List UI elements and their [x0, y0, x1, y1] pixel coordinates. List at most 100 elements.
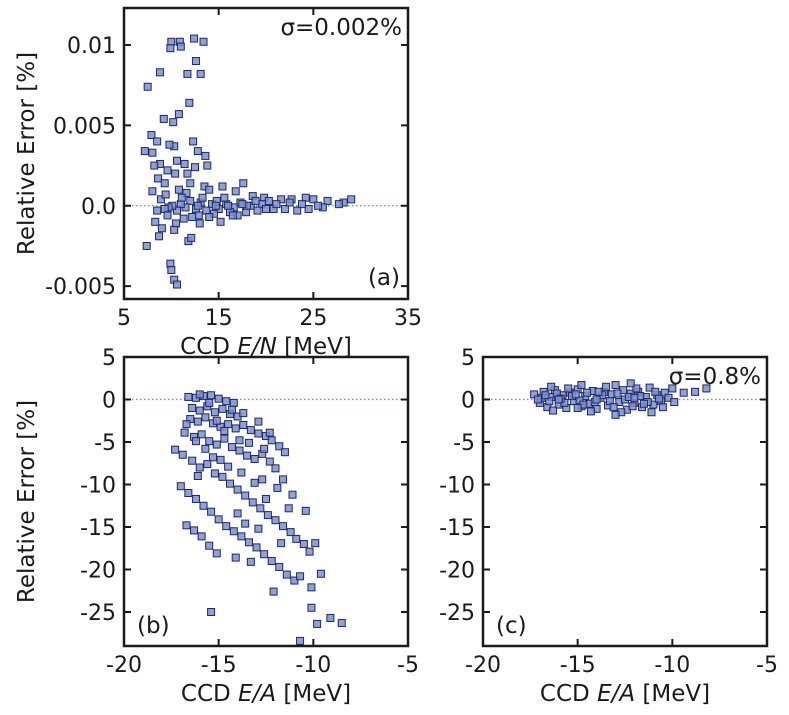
data-point — [169, 118, 178, 127]
data-point — [210, 469, 219, 478]
data-point — [189, 137, 198, 146]
data-point — [251, 196, 260, 205]
data-point — [296, 636, 305, 645]
data-point — [651, 387, 660, 396]
data-point — [307, 583, 316, 592]
data-point — [664, 393, 673, 402]
data-point — [180, 159, 189, 168]
data-point — [207, 391, 216, 400]
x-tick-label: 25 — [299, 306, 327, 331]
data-point — [275, 562, 284, 571]
data-point — [248, 498, 257, 507]
data-point — [193, 417, 202, 426]
y-tick-label: -5 — [94, 431, 116, 456]
data-point — [626, 379, 635, 388]
data-point — [231, 553, 240, 562]
x-axis-title-unit-a: [MeV] — [277, 334, 352, 360]
x-axis-title-a: CCD E/N [MeV] — [180, 334, 352, 360]
data-point — [148, 187, 157, 196]
data-point — [155, 232, 164, 241]
panel-label-b: (b) — [137, 613, 170, 639]
data-point — [264, 196, 273, 205]
data-point — [205, 185, 214, 194]
data-point — [282, 570, 291, 579]
data-point — [220, 426, 229, 435]
data-point — [150, 161, 159, 170]
data-point — [173, 206, 182, 215]
data-point — [163, 211, 172, 220]
data-point — [178, 450, 187, 459]
data-point — [191, 494, 200, 503]
data-point — [154, 174, 163, 183]
x-axis-title-prefix-a: CCD — [180, 334, 237, 360]
data-point — [193, 201, 202, 210]
data-point — [227, 405, 236, 414]
data-point — [279, 522, 288, 531]
data-point — [311, 539, 320, 548]
data-point — [679, 388, 688, 397]
data-point — [195, 390, 204, 399]
data-point — [254, 417, 263, 426]
data-point — [323, 196, 332, 205]
data-point — [216, 217, 225, 226]
data-point — [210, 408, 219, 417]
scatter-points-b — [171, 390, 346, 645]
data-point — [265, 428, 274, 437]
data-point — [252, 543, 261, 552]
data-point — [198, 193, 207, 202]
data-point — [237, 532, 246, 541]
data-point — [203, 460, 212, 469]
data-point — [237, 468, 246, 477]
data-point — [639, 399, 648, 408]
data-point — [628, 402, 637, 411]
data-point — [153, 206, 162, 215]
data-point — [157, 224, 166, 233]
data-point — [188, 404, 197, 412]
data-point — [177, 193, 186, 202]
data-point — [297, 200, 306, 209]
data-point — [218, 182, 227, 191]
data-point — [186, 179, 195, 188]
data-point — [166, 44, 175, 53]
data-point — [691, 387, 700, 396]
data-point — [184, 392, 193, 401]
data-point — [183, 69, 192, 78]
y-tick-label: -20 — [439, 559, 475, 584]
data-point — [271, 516, 280, 525]
data-point — [218, 472, 227, 481]
data-point — [196, 69, 205, 78]
data-point — [271, 464, 280, 473]
data-point — [167, 266, 176, 275]
data-point — [151, 217, 160, 226]
data-point — [573, 404, 582, 412]
data-point — [611, 381, 620, 390]
data-point — [233, 485, 242, 494]
data-point — [645, 383, 654, 392]
data-point — [182, 188, 191, 197]
data-point — [214, 394, 223, 403]
panel-label-c: (c) — [496, 613, 527, 639]
x-tick-label: -10 — [295, 653, 331, 678]
data-point — [241, 491, 250, 500]
y-tick-label: -15 — [80, 516, 116, 541]
data-point — [299, 540, 308, 548]
plot-frame-a — [122, 6, 410, 301]
data-point — [205, 541, 214, 550]
data-point — [143, 82, 152, 91]
scatter-points-a — [140, 34, 356, 289]
data-point — [201, 151, 210, 160]
data-point — [244, 538, 253, 547]
data-point — [564, 384, 573, 393]
data-point — [277, 195, 286, 204]
data-point — [188, 213, 197, 222]
sigma-annotation-c: σ=0.8% — [669, 364, 761, 390]
data-point — [227, 443, 236, 452]
data-point — [275, 442, 284, 451]
data-point — [658, 403, 667, 412]
data-point — [632, 384, 641, 393]
data-point — [170, 225, 179, 234]
data-point — [586, 407, 595, 416]
data-point — [176, 42, 185, 51]
data-point — [326, 613, 335, 622]
